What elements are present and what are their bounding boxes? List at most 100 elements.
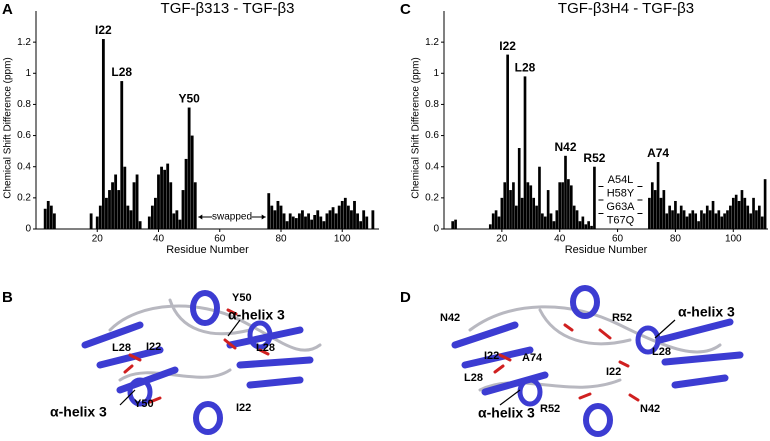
bar <box>365 216 369 229</box>
bar <box>555 210 559 229</box>
annotation: A74 <box>647 146 669 160</box>
bar <box>523 76 527 230</box>
bar <box>650 182 654 229</box>
structure-label: L28 <box>464 372 483 384</box>
bar <box>697 221 700 229</box>
bar <box>95 216 99 229</box>
bar <box>353 200 356 229</box>
bar <box>325 213 329 229</box>
bar <box>294 218 298 229</box>
bar <box>105 197 108 229</box>
bar <box>552 221 556 229</box>
bar <box>304 216 307 229</box>
x-tick-label: 80 <box>670 234 682 245</box>
bar <box>291 216 295 229</box>
bar <box>114 174 118 229</box>
bar <box>760 216 764 229</box>
bar <box>653 190 657 229</box>
structure-b: α-helix 3 Y50 I22 L28 L28 α-helix 3 Y50 … <box>50 290 322 435</box>
bar <box>451 221 455 229</box>
bar <box>270 205 274 229</box>
bar <box>656 162 660 229</box>
y-tick-label: 1.2 <box>425 37 439 48</box>
bar <box>132 182 136 229</box>
bar <box>49 205 53 229</box>
bar <box>546 190 550 229</box>
structure-label: I22 <box>236 402 251 414</box>
bar <box>587 221 590 229</box>
bar <box>135 174 139 229</box>
bar <box>285 221 289 229</box>
annotation: Y50 <box>178 92 200 106</box>
bar <box>752 197 755 229</box>
bar <box>517 148 521 229</box>
bar <box>708 210 712 229</box>
bar <box>723 213 726 229</box>
bar <box>558 182 562 229</box>
annotation: I22 <box>95 23 112 37</box>
structure-label: I22 <box>606 366 621 378</box>
structure-label: α-helix 3 <box>478 405 535 421</box>
bar <box>108 190 111 229</box>
bar <box>685 216 689 229</box>
bar <box>301 210 304 229</box>
structure-label: I22 <box>484 350 499 362</box>
structure-label: A74 <box>522 352 543 364</box>
bar <box>288 213 292 229</box>
annotation: I22 <box>499 39 516 53</box>
structure-label: N42 <box>640 403 660 415</box>
bar <box>169 182 173 229</box>
bar <box>111 182 114 229</box>
bar <box>313 214 317 229</box>
bar <box>101 39 105 230</box>
structure-label: L28 <box>112 342 131 354</box>
bar <box>500 197 504 229</box>
bar <box>184 158 188 229</box>
x-tick-label: 100 <box>334 234 351 245</box>
x-tick-label: 20 <box>496 234 508 245</box>
y-tick-label: 0.4 <box>17 161 31 172</box>
bar <box>328 210 332 229</box>
bar <box>316 210 320 229</box>
bar <box>691 210 695 229</box>
bar <box>529 185 533 229</box>
structure-label: α-helix 3 <box>678 304 735 320</box>
bar <box>488 224 492 229</box>
bar <box>279 205 283 229</box>
bar <box>593 166 596 229</box>
y-axis-label: Chemical Shift Difference (ppm) <box>3 57 14 199</box>
bar <box>166 163 170 229</box>
annotation: R52 <box>583 151 605 165</box>
bar <box>590 225 593 229</box>
y-tick-label: 0 <box>433 224 439 235</box>
bar <box>52 213 56 229</box>
bar <box>509 190 512 229</box>
bar <box>700 210 703 229</box>
bar <box>665 213 669 229</box>
bar <box>659 197 663 229</box>
bar <box>514 205 518 229</box>
mutation-label: A54L <box>608 174 634 186</box>
y-tick-label: 0.8 <box>425 99 439 110</box>
y-tick-label: 0.2 <box>17 192 31 203</box>
bar <box>89 213 93 229</box>
bar <box>671 210 674 229</box>
bar <box>737 200 741 229</box>
bar <box>662 190 666 229</box>
bar <box>717 210 721 229</box>
bar <box>310 219 314 229</box>
bar <box>567 179 570 229</box>
bar <box>668 205 671 229</box>
x-tick-label: 20 <box>92 234 104 245</box>
structure-d: N42 R52 α-helix 3 L28 I22 A74 I22 L28 α-… <box>440 285 744 437</box>
bar <box>346 205 350 229</box>
bar <box>726 210 729 229</box>
bar <box>175 210 179 229</box>
bar <box>578 221 582 229</box>
structure-label: N42 <box>440 312 460 324</box>
bar <box>688 213 692 229</box>
bar <box>743 197 747 229</box>
bar <box>497 216 501 229</box>
bar <box>674 200 677 229</box>
chart: TGF-β313 - TGF-β3 0 0.2 0.4 0.6 0.8 1 1.2 20 40 60… <box>3 0 379 256</box>
